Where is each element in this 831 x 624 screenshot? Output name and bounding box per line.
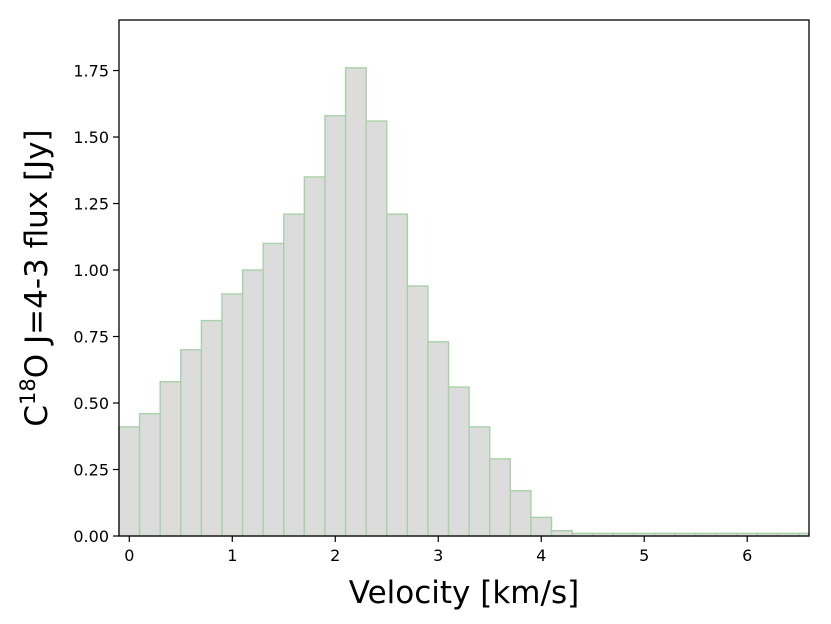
y-tick-label: 1.25 <box>73 195 109 214</box>
histogram-bar <box>530 516 553 537</box>
y-axis-ticks: 0.00 0.25 0.50 0.75 1.00 1.25 1.50 1.75 <box>73 62 119 546</box>
histogram-bar <box>159 381 182 537</box>
histogram-bar <box>509 490 532 537</box>
y-tick-label: 0.25 <box>73 461 109 480</box>
histogram-bar <box>200 319 223 537</box>
x-tick-label: 4 <box>536 546 546 565</box>
x-axis-label: Velocity [km/s] <box>349 575 579 611</box>
histogram-bars <box>118 67 810 537</box>
x-tick-label: 2 <box>330 546 340 565</box>
histogram-bar <box>365 120 388 537</box>
histogram-bar <box>427 341 450 537</box>
histogram-bar <box>180 349 203 537</box>
histogram-bar <box>489 458 512 537</box>
histogram-bar <box>118 426 141 537</box>
x-tick-label: 5 <box>639 546 649 565</box>
y-tick-label: 1.00 <box>73 261 109 280</box>
x-tick-label: 3 <box>433 546 443 565</box>
histogram-bar <box>283 213 306 537</box>
histogram-bar <box>324 115 347 537</box>
histogram-bar <box>138 412 161 537</box>
y-tick-label: 0.00 <box>73 527 109 546</box>
x-tick-label: 6 <box>742 546 752 565</box>
histogram-bar <box>550 529 573 537</box>
histogram-bar <box>406 285 429 537</box>
histogram-bar <box>386 213 409 537</box>
y-axis-label-superscript: 18 <box>16 378 40 405</box>
histogram-bar <box>241 269 264 537</box>
histogram-bar <box>344 67 367 537</box>
y-tick-label: 0.50 <box>73 394 109 413</box>
y-tick-label: 1.75 <box>73 62 109 81</box>
y-tick-label: 0.75 <box>73 328 109 347</box>
x-tick-label: 1 <box>227 546 237 565</box>
y-axis-label-prefix: C <box>19 405 55 427</box>
y-tick-label: 1.50 <box>73 128 109 147</box>
y-axis-label-suffix: O J=4-3 flux [Jy] <box>19 129 55 378</box>
x-tick-label: 0 <box>124 546 134 565</box>
y-axis-label: C18O J=4-3 flux [Jy] <box>16 129 55 426</box>
histogram-bar <box>221 293 244 537</box>
histogram-bar <box>303 176 326 537</box>
histogram-bar <box>447 386 470 537</box>
histogram-bar <box>262 242 285 537</box>
histogram-bar <box>468 426 491 537</box>
plot-frame <box>118 19 810 537</box>
x-axis-ticks: 0 1 2 3 4 5 6 <box>124 536 752 565</box>
